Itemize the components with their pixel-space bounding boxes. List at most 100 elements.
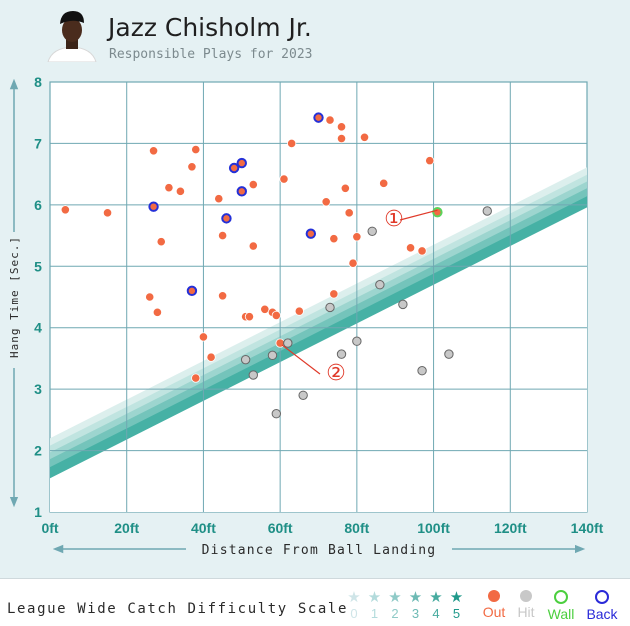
point-out	[175, 186, 186, 196]
point-hit	[240, 354, 251, 365]
point-out	[148, 146, 159, 156]
point-out	[417, 246, 427, 256]
point-out	[321, 197, 331, 207]
point-hit	[352, 336, 362, 346]
x-tick-label: 120ft	[494, 520, 527, 536]
point-out	[206, 352, 216, 362]
star-number: 1	[370, 606, 379, 621]
point-out	[248, 241, 258, 251]
point-out	[379, 178, 389, 188]
point-out	[329, 289, 339, 299]
point-out	[287, 138, 297, 149]
point-hit	[325, 302, 335, 313]
x-axis-label: Distance From Ball Landing	[202, 543, 437, 558]
difficulty-star-5: ★ 5	[447, 590, 467, 622]
star-number: 5	[452, 606, 461, 621]
legend-item-hit: Hit	[506, 590, 546, 620]
player-avatar	[47, 11, 97, 62]
y-tick-label: 8	[34, 74, 42, 90]
point-out	[248, 179, 258, 190]
x-tick-label: 140ft	[571, 520, 604, 536]
avatar-face	[62, 18, 82, 42]
star-number: 3	[411, 606, 420, 621]
annotation-2-label: ②	[326, 361, 346, 386]
point-out	[294, 306, 304, 316]
y-tick-label: 3	[34, 381, 42, 397]
point-back	[148, 201, 159, 212]
point-out	[352, 232, 362, 242]
point-out	[425, 156, 435, 166]
player-name: Jazz Chisholm Jr.	[108, 13, 312, 42]
y-tick-label: 4	[34, 320, 42, 336]
point-back	[236, 186, 247, 197]
difficulty-star-4: ★ 4	[426, 588, 446, 622]
legend-item-out: Out	[474, 590, 514, 620]
point-out	[325, 115, 335, 125]
point-back	[236, 157, 247, 169]
point-hit	[417, 366, 427, 376]
point-hit	[375, 280, 385, 290]
y-tick-label: 1	[34, 504, 42, 520]
footer	[0, 578, 630, 626]
annotations: ①②	[281, 207, 438, 386]
difficulty-star-2: ★ 2	[385, 588, 405, 622]
star-icon: ★	[408, 588, 423, 606]
point-out	[359, 132, 370, 142]
star-icon: ★	[367, 588, 382, 606]
star-icon: ★	[388, 588, 402, 606]
y-tick-label: 6	[34, 197, 42, 213]
point-back	[221, 213, 232, 224]
avatar-cap	[60, 11, 84, 24]
point-wall	[432, 207, 443, 218]
gridlines	[50, 82, 587, 512]
star-icon: ★	[347, 588, 361, 606]
point-hit	[298, 390, 308, 400]
point-hit	[367, 226, 377, 236]
x-tick-label: 80ft	[344, 520, 369, 536]
point-back	[228, 162, 240, 174]
scatter-chart: ①② 0ft 20ft 40ft 60ft 80ft 100ft 120ft 140ft 12…	[8, 74, 604, 558]
legend-item-wall: Wall	[541, 590, 581, 622]
point-hit	[444, 349, 454, 359]
point-out	[145, 292, 155, 302]
difficulty-bands	[50, 167, 587, 512]
point-out	[198, 332, 209, 342]
annotation-1-label: ①	[384, 207, 404, 232]
point-out	[187, 162, 197, 172]
y-tick-labels: 1 2 3 4 5 6 7 8	[34, 74, 42, 520]
legend-item-back: Back	[582, 590, 622, 622]
y-tick-label: 2	[34, 443, 42, 459]
point-out	[344, 208, 354, 218]
point-out	[164, 183, 174, 193]
point-out	[244, 312, 255, 322]
legend-marker	[488, 590, 500, 602]
point-out	[218, 230, 228, 241]
point-hit	[271, 409, 282, 419]
data-points	[60, 112, 492, 419]
point-out	[279, 174, 289, 184]
point-back	[313, 112, 324, 123]
x-tick-labels: 0ft 20ft 40ft 60ft 80ft 100ft 120ft 140ft	[41, 520, 603, 536]
annotation-1-leader	[399, 209, 438, 221]
point-hit	[283, 338, 293, 348]
point-back	[305, 228, 317, 239]
legend-marker	[554, 590, 568, 604]
y-tick-label: 5	[34, 258, 42, 274]
legend-marker	[595, 590, 609, 604]
chart-subtitle: Responsible Plays for 2023	[109, 47, 313, 62]
below-band-area	[50, 207, 587, 512]
point-out	[60, 205, 70, 215]
star-icon: ★	[429, 588, 443, 606]
x-tick-label: 60ft	[268, 520, 293, 536]
legend-label: Back	[586, 606, 618, 622]
x-tick-label: 40ft	[191, 520, 216, 536]
star-number: 4	[432, 606, 440, 621]
point-out	[214, 194, 224, 204]
point-out	[271, 310, 281, 321]
legend-label: Out	[482, 604, 506, 620]
point-out	[191, 144, 201, 155]
x-tick-label: 0ft	[41, 520, 58, 536]
point-out	[336, 133, 347, 144]
point-out	[260, 304, 270, 314]
x-tick-label: 20ft	[114, 520, 139, 536]
